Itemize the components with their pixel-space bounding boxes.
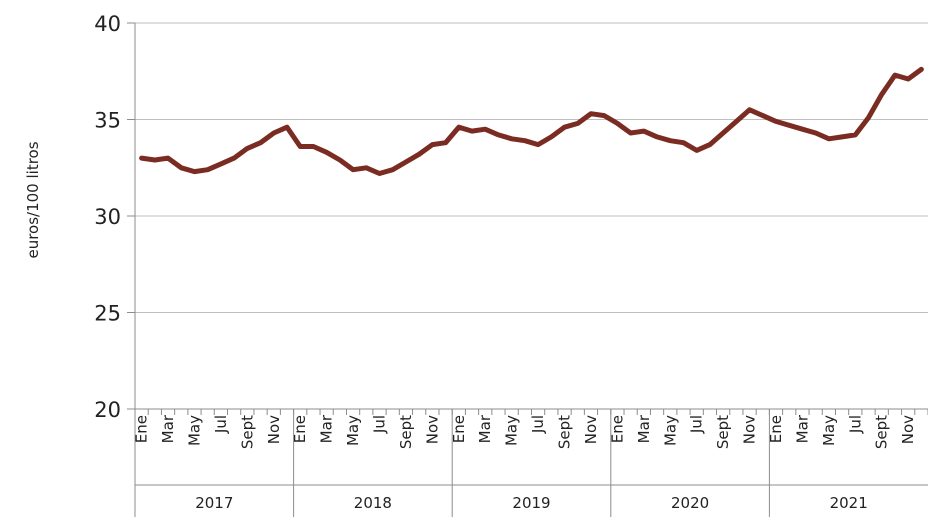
year-label: 2018 <box>354 494 392 512</box>
x-tick-label: Ene <box>291 415 309 443</box>
x-tick-label: Jul <box>846 415 864 434</box>
year-labels: 2017 2018 2019 2020 2021 <box>195 494 868 512</box>
x-tick-label: Ene <box>767 415 785 443</box>
x-tick-label: Mar <box>476 414 494 443</box>
y-axis-label: euros/100 litros <box>24 141 42 258</box>
x-tick-label: Sept <box>714 415 732 449</box>
y-tick-label: 30 <box>94 205 121 229</box>
x-tick-label: Ene <box>450 415 468 443</box>
y-tick-labels: 20 25 30 35 40 <box>94 12 121 422</box>
x-tick-label: Jul <box>212 415 230 434</box>
x-tick-label: Nov <box>582 415 600 444</box>
x-tick-label: Mar <box>159 414 177 443</box>
x-tick-label: Sept <box>873 415 891 449</box>
x-tick-label: Jul <box>371 415 389 434</box>
x-tick-label: Nov <box>265 415 283 444</box>
x-tick-label: May <box>344 415 362 446</box>
x-tick-label: May <box>820 415 838 446</box>
series-line <box>139 66 924 176</box>
year-label: 2017 <box>195 494 233 512</box>
x-tick-label: Mar <box>635 414 653 443</box>
x-tick-label: Jul <box>688 415 706 434</box>
x-tick-label: Mar <box>318 414 336 443</box>
x-tick-label: Sept <box>397 415 415 449</box>
x-tick-label: Ene <box>133 415 151 443</box>
x-tick-label: May <box>661 415 679 446</box>
series-lines <box>139 66 924 176</box>
x-tick-label: Nov <box>423 415 441 444</box>
x-tick-label: Sept <box>556 415 574 449</box>
year-label: 2021 <box>830 494 868 512</box>
x-tick-label: Mar <box>793 414 811 443</box>
x-tick-label: Nov <box>741 415 759 444</box>
y-tick-label: 40 <box>94 12 121 36</box>
x-tick-label: Sept <box>238 415 256 449</box>
y-tick-label: 35 <box>94 109 121 133</box>
gridlines <box>135 22 928 313</box>
x-tick-label: May <box>503 415 521 446</box>
y-tick-label: 20 <box>94 398 121 422</box>
axes <box>127 22 928 517</box>
x-tick-label: Nov <box>899 415 917 444</box>
y-tick-label: 25 <box>94 302 121 326</box>
x-tick-label: Ene <box>608 415 626 443</box>
year-label: 2020 <box>671 494 709 512</box>
x-tick-label: May <box>185 415 203 446</box>
x-tick-label: Jul <box>529 415 547 434</box>
x-tick-labels: Ene Mar May Jul Sept Nov Ene Mar May Jul Sept Nov En… <box>133 414 918 449</box>
year-label: 2019 <box>512 494 550 512</box>
